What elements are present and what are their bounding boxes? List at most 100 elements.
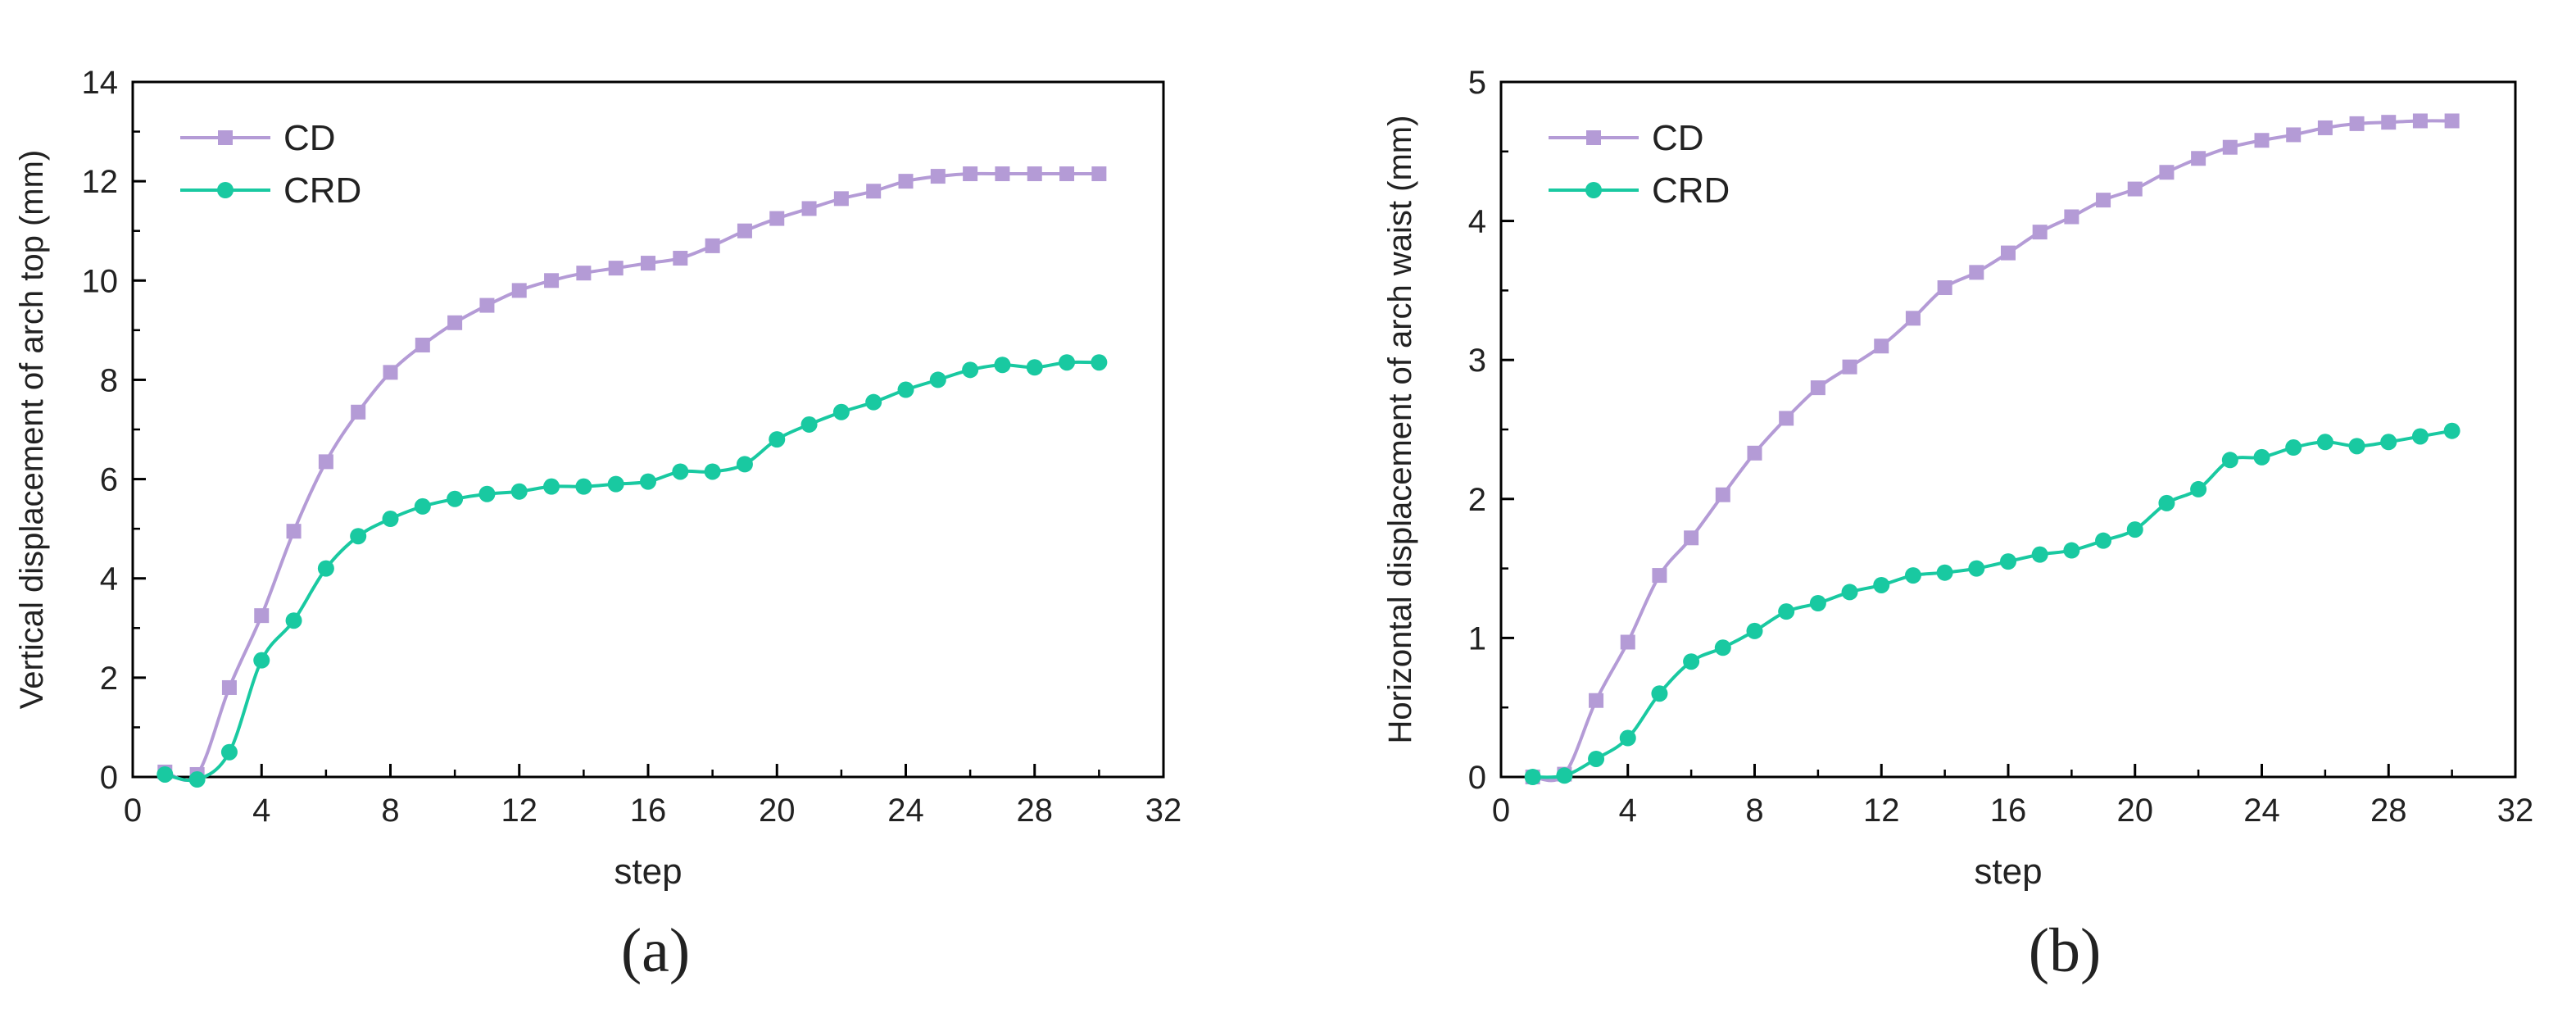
x-tick-label: 4 [252,793,270,829]
data-point-crd [800,416,818,433]
data-point-crd [188,771,206,788]
y-axis-label: Horizontal displacement of arch waist (m… [1382,116,1418,744]
data-point-cd [1747,445,1762,461]
x-tick-label: 8 [381,793,399,829]
data-point-cd [1779,411,1794,426]
data-point-crd [510,483,528,500]
x-tick-label: 8 [1745,793,1763,829]
panel-label-b: (b) [2029,916,2102,985]
data-point-crd [897,381,914,398]
data-point-cd [254,608,270,624]
series-line-crd [1532,429,2452,779]
data-point-crd [253,652,270,669]
data-point-crd [1904,567,1921,584]
data-point-cd [2222,139,2238,155]
y-axis-label: Vertical displacement of arch top (mm) [14,150,50,709]
data-point-crd [1556,767,1573,784]
data-point-crd [2285,439,2302,457]
data-point-cd [673,251,688,266]
data-point-cd [1874,338,1889,354]
data-point-crd [2443,422,2460,439]
legend-label-crd: CRD [1652,170,1730,211]
y-tick-label: 12 [82,164,119,200]
legend-marker-cd [218,130,233,145]
data-point-cd [544,273,560,288]
data-point-crd [704,463,721,480]
y-tick-label: 8 [100,362,118,398]
data-point-cd [221,679,237,695]
y-tick-label: 1 [1468,620,1486,656]
data-point-cd [286,524,302,539]
data-point-crd [1841,584,1858,601]
data-point-crd [640,473,656,490]
x-tick-label: 12 [1863,793,1900,829]
data-point-crd [2411,428,2429,445]
series-line-crd [164,360,1100,783]
data-point-cd [2317,120,2333,135]
data-point-cd [2096,193,2111,208]
data-point-cd [1589,693,1604,708]
data-point-crd [156,765,174,783]
data-point-cd [351,404,366,420]
x-tick-label: 12 [501,793,538,829]
data-point-cd [769,211,785,226]
y-tick-label: 10 [82,263,119,299]
data-point-crd [350,528,367,545]
data-point-cd [1969,265,1984,280]
data-point-crd [2380,434,2397,451]
y-tick-label: 6 [100,462,118,498]
data-point-crd [1091,354,1108,371]
data-point-crd [2316,434,2333,451]
data-point-cd [1810,380,1825,396]
x-tick-label: 20 [759,793,796,829]
data-point-cd [1937,280,1952,296]
data-point-cd [576,266,592,281]
legend-marker-crd [217,182,234,198]
data-point-crd [1936,564,1953,581]
data-point-crd [2221,452,2238,469]
x-tick-label: 0 [124,793,142,829]
data-point-crd [2190,480,2207,497]
x-tick-label: 4 [1619,793,1637,829]
data-point-crd [607,475,624,493]
data-point-cd [641,256,655,271]
data-point-crd [543,478,560,495]
x-axis-label: step [614,852,682,892]
data-point-cd [1842,359,1857,375]
data-point-cd [1027,166,1042,182]
data-point-crd [1873,576,1890,593]
y-tick-label: 0 [100,760,118,796]
data-point-crd [962,361,979,379]
legend-label-cd: CD [283,118,336,158]
data-point-crd [2348,438,2365,455]
data-point-cd [2159,165,2175,180]
data-point-cd [1620,634,1635,650]
data-point-crd [1588,750,1605,767]
data-point-cd [1684,530,1699,546]
data-point-crd [285,612,302,629]
data-point-crd [575,478,592,495]
data-point-crd [672,463,689,480]
y-tick-label: 3 [1468,343,1486,379]
x-tick-label: 28 [2370,793,2407,829]
data-point-crd [2126,521,2143,538]
data-point-cd [2381,115,2397,130]
data-point-cd [930,169,946,184]
data-point-cd [705,238,720,253]
x-tick-label: 16 [630,793,667,829]
x-tick-label: 24 [2243,793,2280,829]
data-point-crd [929,371,946,388]
data-point-crd [1778,603,1795,620]
data-point-crd [865,393,882,411]
data-point-cd [608,261,624,276]
data-point-cd [833,191,849,207]
y-tick-label: 4 [1468,204,1486,240]
data-point-cd [995,166,1010,182]
data-point-crd [1059,354,1076,371]
series-line-cd [164,171,1100,782]
data-point-cd [479,298,495,313]
data-point-crd [1026,359,1043,376]
data-point-crd [1746,622,1763,639]
